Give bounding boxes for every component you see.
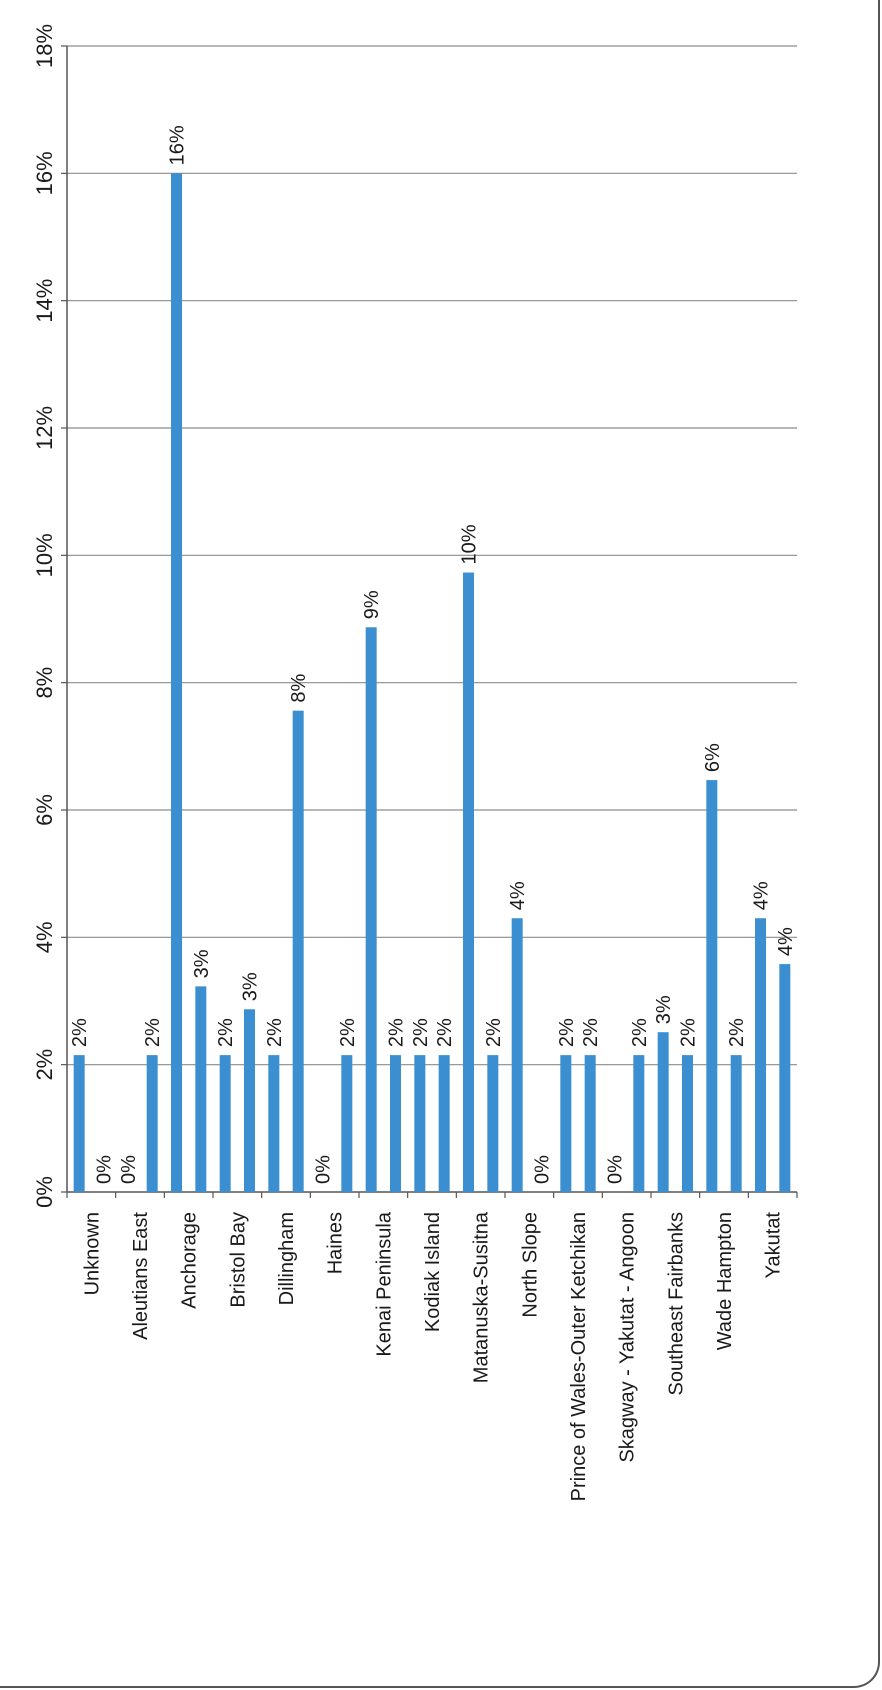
bar-15 [438, 1055, 450, 1192]
axes [61, 45, 798, 1198]
data-label-16: 10% [459, 524, 481, 564]
y-tick-label: 0% [32, 1176, 57, 1208]
bar-4 [171, 173, 182, 1193]
category-label: Matanuska-Susitna [471, 1211, 493, 1383]
category-label: Kodiak Island [422, 1212, 444, 1332]
bar-5 [195, 986, 207, 1192]
bar-24 [657, 1032, 669, 1192]
data-label-8: 2% [264, 1018, 286, 1047]
data-label-21: 2% [580, 1018, 602, 1047]
bar-3 [146, 1055, 158, 1192]
category-label: Yakutat [763, 1212, 785, 1279]
bar-18 [511, 918, 523, 1192]
y-tick-label: 14% [32, 279, 57, 323]
bar-7 [244, 1009, 255, 1192]
category-label: Southeast Fairbanks [665, 1212, 687, 1395]
category-label: Aleutians East [130, 1212, 152, 1340]
y-tick-label: 18% [32, 24, 57, 68]
data-label-10: 0% [313, 1155, 335, 1184]
data-label-14: 2% [410, 1018, 432, 1047]
y-tick-label: 12% [32, 406, 57, 450]
bar-0 [73, 1055, 85, 1192]
bar-6 [219, 1055, 231, 1192]
data-label-18: 4% [507, 881, 529, 910]
category-label: Skagway - Yakutat - Angoon [617, 1212, 639, 1463]
data-label-11: 2% [337, 1018, 359, 1047]
data-label-2: 0% [118, 1155, 140, 1184]
bar-11 [341, 1055, 353, 1192]
y-tick-label: 8% [32, 667, 57, 699]
bar-12 [365, 627, 377, 1192]
category-label: Dillingham [276, 1212, 298, 1305]
bar-26 [706, 780, 718, 1192]
data-label-1: 0% [94, 1155, 116, 1184]
bar-16 [463, 572, 474, 1192]
bar-20 [560, 1055, 572, 1192]
category-label: Anchorage [179, 1212, 201, 1309]
bar-13 [390, 1055, 401, 1192]
data-label-5: 3% [191, 949, 213, 978]
bar-9 [292, 710, 304, 1192]
data-label-25: 2% [678, 1018, 700, 1047]
data-label-6: 2% [215, 1018, 237, 1047]
bar-14 [414, 1055, 426, 1192]
y-tick-label: 6% [32, 794, 57, 826]
data-label-20: 2% [556, 1018, 578, 1047]
y-tick-label: 16% [32, 151, 57, 195]
bar-28 [755, 918, 766, 1192]
data-label-7: 3% [240, 972, 262, 1001]
data-label-3: 2% [142, 1018, 164, 1047]
data-label-0: 2% [69, 1018, 91, 1047]
data-label-19: 0% [532, 1155, 554, 1184]
bar-17 [487, 1055, 499, 1192]
data-label-9: 8% [288, 674, 310, 703]
category-label: Haines [325, 1212, 347, 1274]
bar-21 [584, 1055, 596, 1192]
category-label: Kenai Peninsula [373, 1211, 395, 1356]
data-label-4: 16% [167, 125, 189, 165]
category-label: Bristol Bay [227, 1212, 249, 1308]
category-label: North Slope [519, 1212, 541, 1318]
data-label-13: 2% [386, 1018, 408, 1047]
data-label-22: 0% [605, 1155, 627, 1184]
data-label-17: 2% [483, 1018, 505, 1047]
gridlines [67, 45, 797, 1066]
data-label-29: 4% [775, 927, 797, 956]
data-label-27: 2% [726, 1018, 748, 1047]
data-label-24: 3% [653, 995, 675, 1024]
y-tick-label: 4% [32, 921, 57, 953]
category-label: Wade Hampton [714, 1212, 736, 1350]
data-label-28: 4% [751, 881, 773, 910]
data-label-15: 2% [434, 1018, 456, 1047]
data-label-26: 6% [702, 743, 724, 772]
y-tick-label: 10% [32, 533, 57, 577]
bar-23 [633, 1055, 645, 1192]
data-label-12: 9% [361, 590, 383, 619]
bar-8 [268, 1055, 280, 1192]
bar-27 [730, 1055, 742, 1192]
category-label: Unknown [81, 1212, 103, 1295]
y-tick-label: 2% [32, 1049, 57, 1081]
bar-25 [682, 1055, 693, 1192]
data-label-23: 2% [629, 1018, 651, 1047]
category-label: Prince of Wales-Outer Ketchikan [568, 1212, 590, 1501]
bars [73, 173, 791, 1193]
bar-29 [779, 964, 791, 1192]
